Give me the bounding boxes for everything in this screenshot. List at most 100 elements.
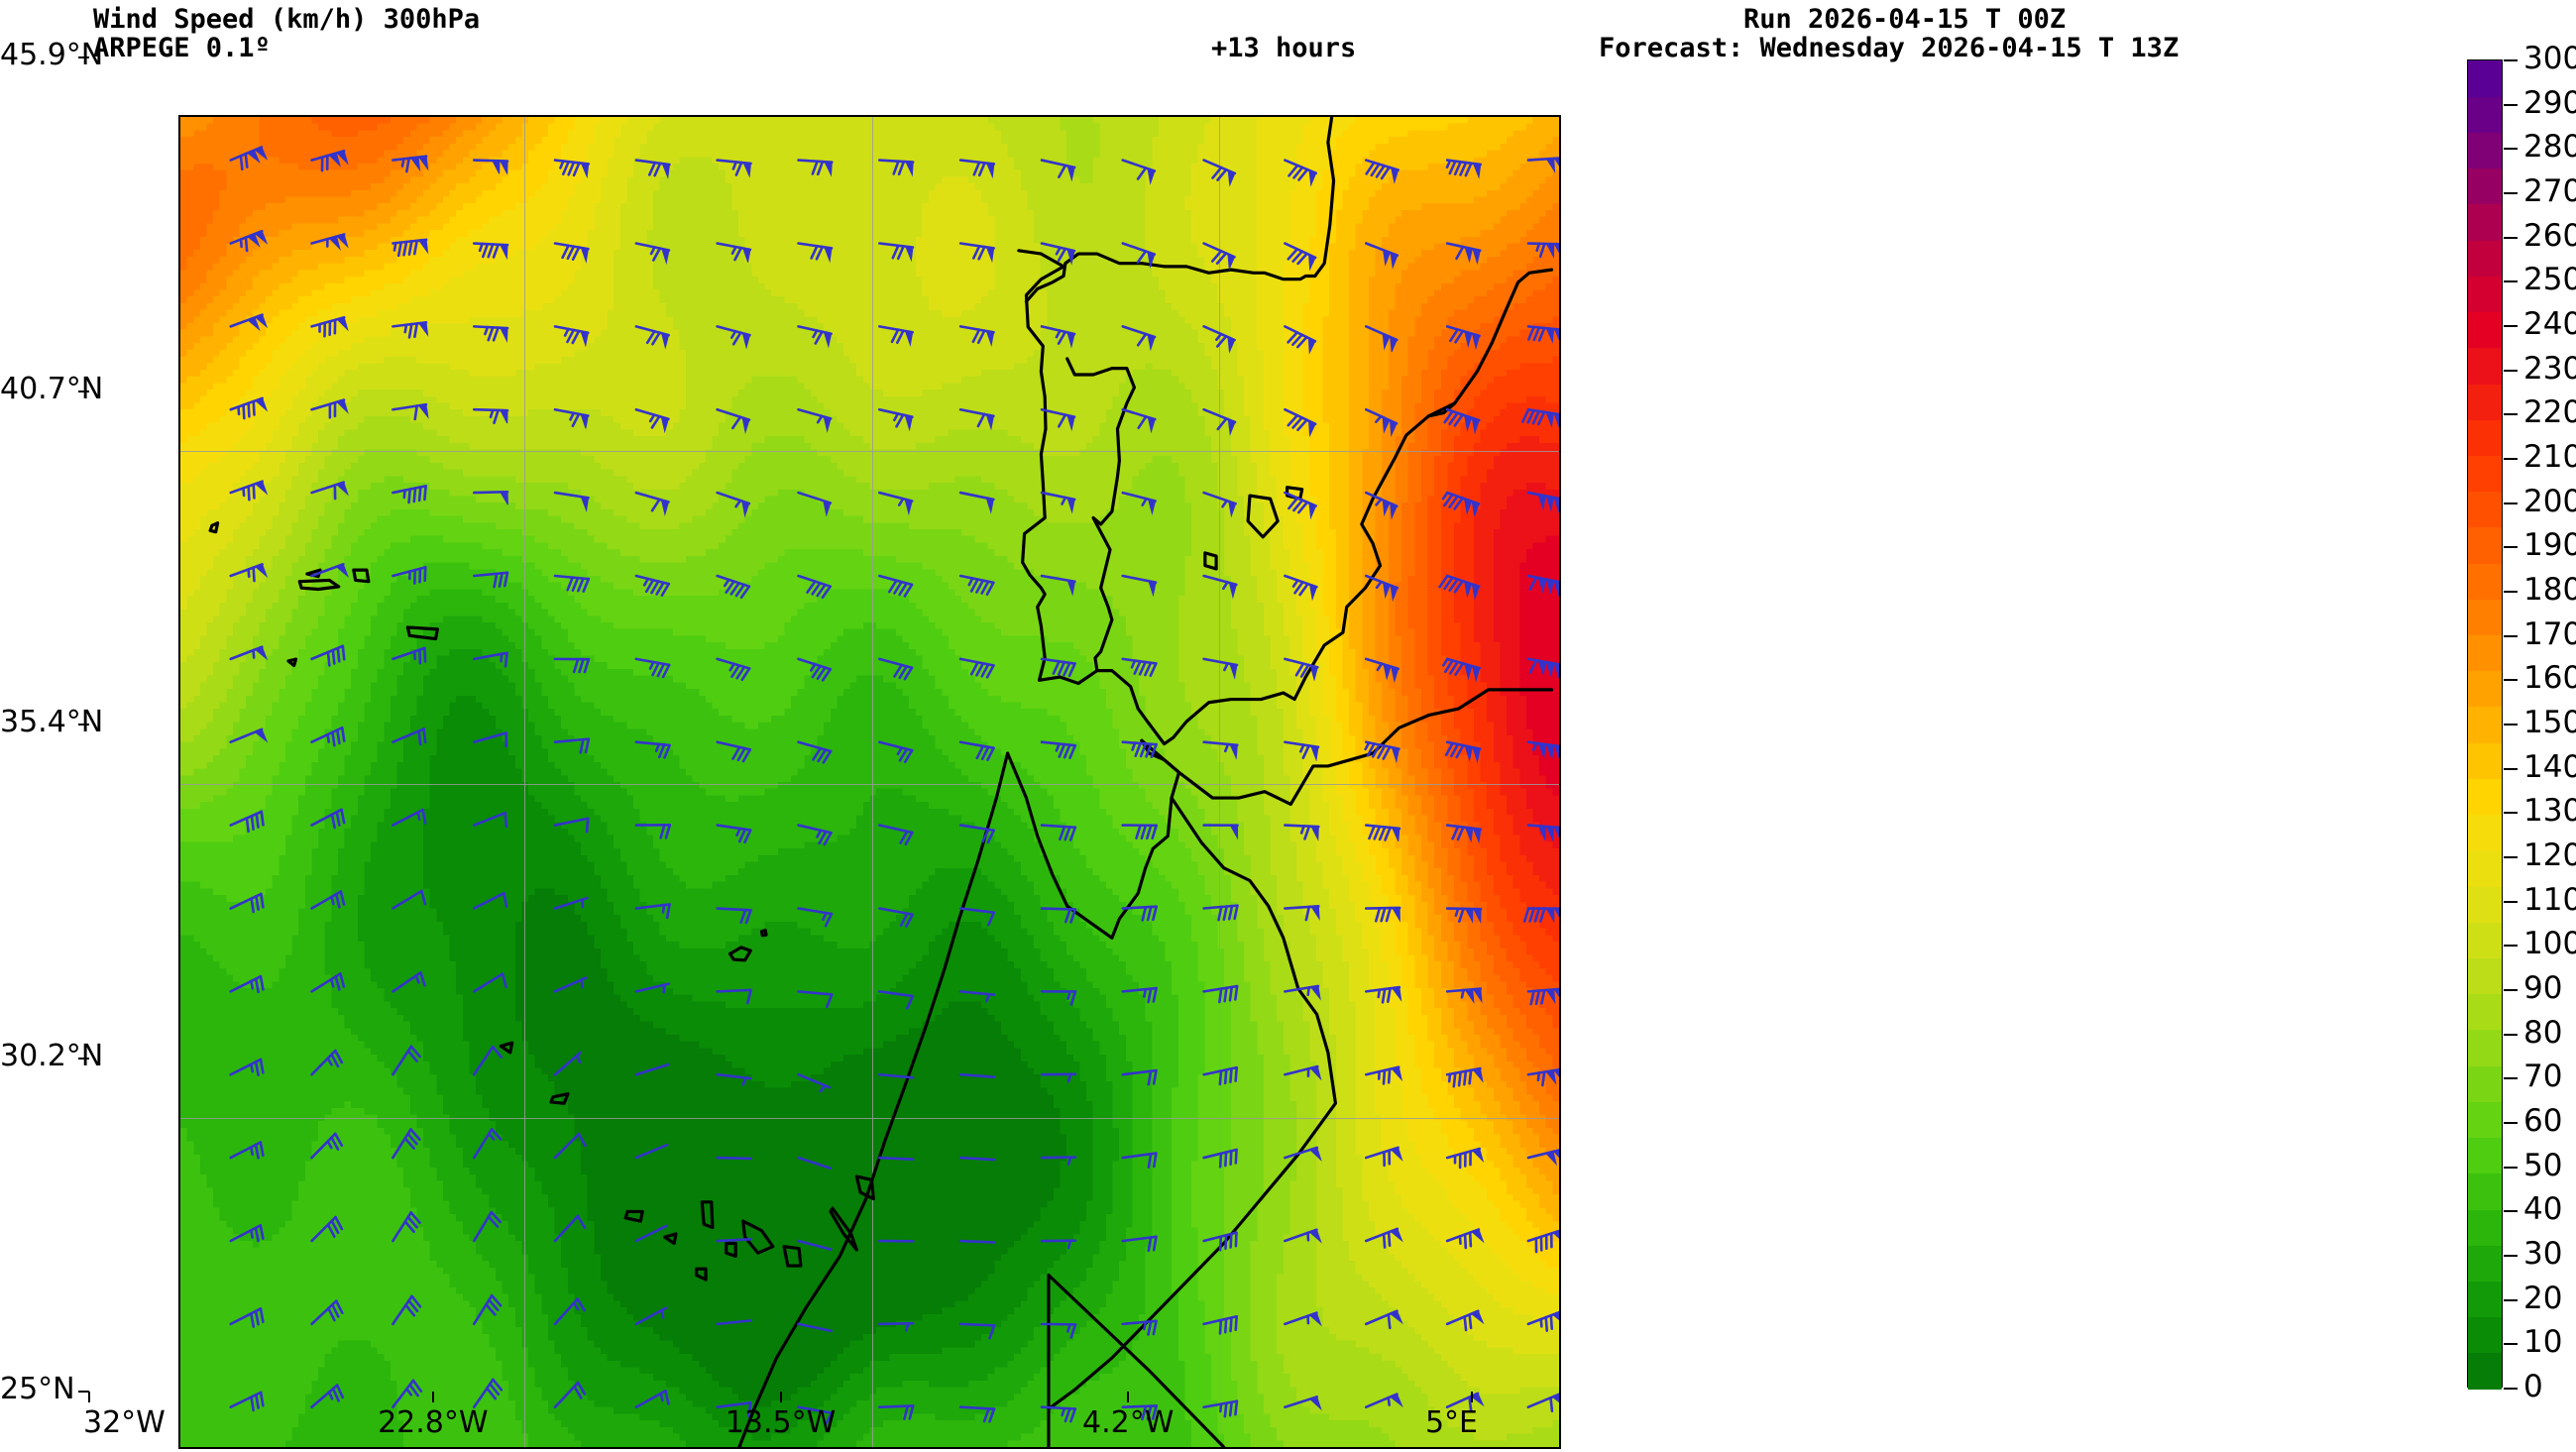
- colorbar-segment: [2468, 1352, 2502, 1390]
- colorbar-segment: [2468, 526, 2502, 564]
- lon-tick-label: 32°W: [83, 1405, 166, 1440]
- colorbar-segment: [2468, 599, 2502, 636]
- lat-tick-label: 30.2°N: [0, 1038, 104, 1073]
- colorbar-segment: [2468, 1101, 2502, 1139]
- lat-tick-label: 35.4°N: [0, 705, 104, 739]
- run-time-label: Run 2026-04-15 T 00Z: [1743, 4, 2067, 35]
- colorbar-segment: [2468, 276, 2502, 313]
- lon-tick: [88, 1392, 90, 1402]
- forecast-time-label: Forecast: Wednesday 2026-04-15 T 13Z: [1599, 33, 2180, 63]
- lat-tick: [78, 724, 89, 726]
- colorbar-tick-label: 270: [2523, 173, 2576, 209]
- colorbar-tick-label: 190: [2523, 527, 2576, 564]
- colorbar-tick: [2504, 591, 2518, 593]
- colorbar-segment: [2468, 742, 2502, 779]
- colorbar-tick-label: 70: [2523, 1059, 2563, 1095]
- lat-tick: [78, 390, 89, 392]
- colorbar-tick: [2504, 1077, 2518, 1080]
- colorbar-tick: [2504, 458, 2518, 460]
- colorbar-tick: [2504, 502, 2518, 504]
- colorbar-tick: [2504, 1388, 2518, 1390]
- colorbar-tick: [2504, 148, 2518, 151]
- graticule-lat: [180, 784, 1559, 785]
- colorbar-tick-label: 260: [2523, 217, 2576, 254]
- lon-tick-label: 5°E: [1424, 1405, 1478, 1440]
- chart-header: Wind Speed (km/h) 300hPa ARPEGE 0.1º +13…: [0, 0, 2576, 63]
- colorbar-tick-label: 180: [2523, 572, 2576, 608]
- colorbar-tick-label: 300: [2523, 41, 2576, 76]
- colorbar-tick: [2504, 1166, 2518, 1169]
- colorbar-tick-label: 250: [2523, 262, 2576, 298]
- map-plot-area[interactable]: [89, 57, 1561, 1449]
- colorbar-tick-label: 240: [2523, 306, 2576, 342]
- colorbar-tick: [2504, 369, 2518, 372]
- colorbar-tick: [2504, 679, 2518, 682]
- lon-tick: [779, 1392, 782, 1402]
- colorbar-tick: [2504, 1210, 2518, 1213]
- colorbar-segment: [2468, 240, 2502, 277]
- colorbar-segment: [2468, 1245, 2502, 1282]
- colorbar-tick-label: 60: [2523, 1103, 2563, 1139]
- colorbar-tick: [2504, 724, 2518, 726]
- colorbar-tick-label: 160: [2523, 660, 2576, 697]
- colorbar-tick: [2504, 546, 2518, 549]
- colorbar-segment: [2468, 168, 2502, 205]
- colorbar-tick-label: 50: [2523, 1147, 2563, 1183]
- colorbar-segment: [2468, 778, 2502, 816]
- colorbar-tick-label: 200: [2523, 483, 2576, 519]
- colorbar-tick: [2504, 634, 2518, 637]
- colorbar-segment: [2468, 1316, 2502, 1354]
- colorbar-tick-label: 170: [2523, 615, 2576, 652]
- colorbar[interactable]: 0 10 20 30 40 50 60 70 80 90 100 110 120 130 140 150 160…: [2467, 44, 2576, 1402]
- colorbar-tick-label: 10: [2523, 1324, 2563, 1361]
- colorbar-tick-label: 100: [2523, 926, 2576, 962]
- colorbar-tick-label: 210: [2523, 439, 2576, 475]
- colorbar-segment: [2468, 132, 2502, 169]
- model-label: ARPEGE 0.1º: [93, 33, 271, 63]
- colorbar-segment: [2468, 1137, 2502, 1174]
- colorbar-segment: [2468, 455, 2502, 493]
- colorbar-segment: [2468, 1173, 2502, 1210]
- colorbar-tick-label: 130: [2523, 793, 2576, 830]
- colorbar-segment: [2468, 96, 2502, 134]
- colorbar-segment: [2468, 347, 2502, 385]
- lat-tick-label: 25°N: [0, 1372, 75, 1406]
- colorbar-tick: [2504, 945, 2518, 948]
- colorbar-tick: [2504, 900, 2518, 903]
- colorbar-tick-label: 90: [2523, 970, 2563, 1006]
- colorbar-segment: [2468, 634, 2502, 672]
- lat-tick: [78, 56, 89, 58]
- colorbar-tick: [2504, 1343, 2518, 1346]
- colorbar-tick: [2504, 236, 2518, 239]
- colorbar-segment: [2468, 311, 2502, 349]
- colorbar-tick-label: 110: [2523, 881, 2576, 918]
- colorbar-segment: [2468, 670, 2502, 708]
- colorbar-segment: [2468, 563, 2502, 600]
- lon-tick: [1471, 1392, 1473, 1402]
- map-canvas[interactable]: [178, 115, 1561, 1449]
- graticule-lon: [523, 117, 525, 1447]
- colorbar-segment: [2468, 1029, 2502, 1066]
- lat-tick-label: 40.7°N: [0, 371, 104, 406]
- graticule-lon: [1219, 117, 1221, 1447]
- lead-time-label: +13 hours: [1211, 33, 1357, 63]
- colorbar-tick: [2504, 989, 2518, 991]
- colorbar-tick-label: 80: [2523, 1014, 2563, 1051]
- lon-tick-label: 4.2°W: [1082, 1405, 1175, 1440]
- lon-tick: [1127, 1392, 1130, 1402]
- colorbar-segment: [2468, 922, 2502, 958]
- graticule-lon: [871, 117, 873, 1447]
- colorbar-tick: [2504, 856, 2518, 858]
- lon-tick: [431, 1392, 434, 1402]
- colorbar-segment: [2468, 1281, 2502, 1318]
- chart-title: Wind Speed (km/h) 300hPa: [93, 4, 481, 35]
- colorbar-tick-label: 0: [2523, 1369, 2543, 1404]
- colorbar-segment: [2468, 885, 2502, 923]
- colorbar-tick-label: 150: [2523, 705, 2576, 740]
- colorbar-tick: [2504, 325, 2518, 327]
- colorbar-tick: [2504, 1033, 2518, 1036]
- colorbar-tick-label: 140: [2523, 748, 2576, 785]
- colorbar-tick-label: 20: [2523, 1280, 2563, 1316]
- colorbar-tick-label: 40: [2523, 1191, 2563, 1228]
- colorbar-segment: [2468, 706, 2502, 743]
